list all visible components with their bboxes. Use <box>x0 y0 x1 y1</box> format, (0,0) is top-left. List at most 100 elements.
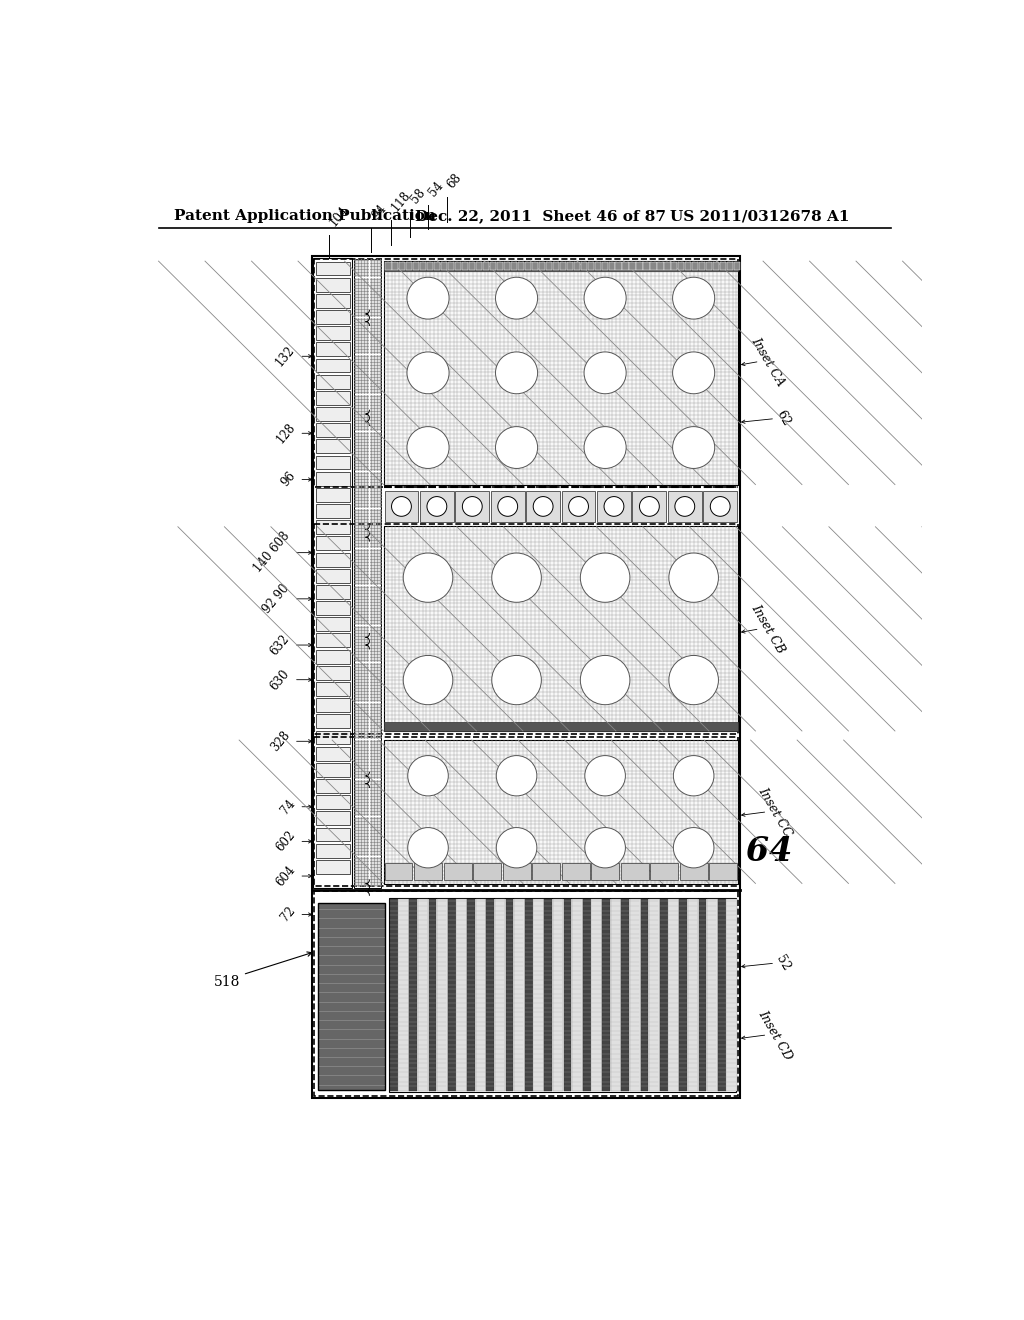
Bar <box>581 263 587 271</box>
Bar <box>608 263 614 271</box>
Bar <box>566 263 572 271</box>
Bar <box>511 263 517 271</box>
Bar <box>657 263 664 271</box>
Bar <box>669 899 679 1090</box>
Bar <box>441 263 447 271</box>
Bar <box>414 863 442 880</box>
Bar <box>473 863 501 880</box>
Circle shape <box>496 352 538 393</box>
Bar <box>434 263 440 271</box>
Circle shape <box>673 277 715 319</box>
Bar <box>707 899 718 1090</box>
Bar <box>660 899 668 1090</box>
Bar <box>385 491 419 521</box>
Circle shape <box>391 496 412 516</box>
Bar <box>560 263 566 271</box>
Text: Inset CC: Inset CC <box>756 784 795 838</box>
Circle shape <box>669 656 719 705</box>
Bar <box>315 665 349 680</box>
Bar <box>315 714 349 729</box>
Text: 58: 58 <box>409 186 428 206</box>
Bar <box>685 263 691 271</box>
Bar <box>443 863 471 880</box>
Bar <box>315 504 349 517</box>
Circle shape <box>585 828 626 869</box>
Bar <box>563 899 571 1090</box>
Circle shape <box>496 277 538 319</box>
Bar <box>524 263 531 271</box>
Circle shape <box>675 496 694 516</box>
Bar <box>688 899 698 1090</box>
Bar <box>317 903 385 1090</box>
Bar <box>447 899 456 1090</box>
Circle shape <box>407 277 450 319</box>
Bar <box>720 263 726 271</box>
Bar <box>315 455 349 470</box>
Circle shape <box>711 496 730 516</box>
Bar <box>311 256 740 1098</box>
Text: Inset CB: Inset CB <box>749 602 786 656</box>
Text: 68: 68 <box>445 172 465 190</box>
Bar <box>457 899 467 1090</box>
Text: 602: 602 <box>273 829 298 854</box>
Bar <box>672 263 678 271</box>
Bar <box>553 899 563 1090</box>
Circle shape <box>408 828 449 869</box>
Bar <box>525 899 532 1090</box>
Bar <box>561 491 596 521</box>
Bar <box>633 491 667 521</box>
Circle shape <box>673 352 715 393</box>
Bar <box>718 899 726 1090</box>
Bar <box>546 263 552 271</box>
Bar <box>315 828 349 841</box>
Text: Inset CD: Inset CD <box>756 1007 795 1063</box>
Circle shape <box>403 553 453 602</box>
Bar <box>315 859 349 874</box>
Bar <box>503 863 530 880</box>
Bar <box>315 553 349 566</box>
Bar <box>573 263 580 271</box>
Bar <box>623 263 629 271</box>
Bar <box>610 899 622 1090</box>
Bar <box>315 261 349 276</box>
Bar <box>668 491 701 521</box>
Bar <box>692 263 698 271</box>
Bar <box>572 899 583 1090</box>
Bar <box>467 899 475 1090</box>
Circle shape <box>639 496 659 516</box>
Bar <box>315 698 349 711</box>
Text: 74: 74 <box>279 797 298 817</box>
Text: Dec. 22, 2011  Sheet 46 of 87: Dec. 22, 2011 Sheet 46 of 87 <box>415 209 666 223</box>
Bar <box>622 899 629 1090</box>
Bar <box>398 899 409 1090</box>
Circle shape <box>674 755 714 796</box>
Bar <box>518 263 524 271</box>
Text: 96: 96 <box>279 470 298 490</box>
Bar <box>531 263 538 271</box>
Bar <box>497 263 503 271</box>
Bar <box>315 471 349 486</box>
Text: Inset CA: Inset CA <box>749 334 786 388</box>
Bar <box>665 263 671 271</box>
Bar <box>315 536 349 550</box>
Text: 54: 54 <box>426 178 446 198</box>
Text: US 2011/0312678 A1: US 2011/0312678 A1 <box>671 209 850 223</box>
Bar <box>469 263 475 271</box>
Bar <box>385 863 413 880</box>
Bar <box>449 263 455 271</box>
Text: 140 608: 140 608 <box>251 529 292 576</box>
Text: 630: 630 <box>268 667 292 693</box>
Circle shape <box>674 828 714 869</box>
Bar <box>314 891 738 1096</box>
Circle shape <box>581 553 630 602</box>
Bar <box>315 569 349 582</box>
Bar <box>597 491 631 521</box>
Circle shape <box>534 496 553 516</box>
Bar <box>418 899 428 1090</box>
Bar <box>353 259 381 887</box>
Bar <box>315 326 349 341</box>
Bar <box>532 863 560 880</box>
Bar <box>545 899 552 1090</box>
Bar <box>315 310 349 323</box>
Bar <box>643 263 649 271</box>
